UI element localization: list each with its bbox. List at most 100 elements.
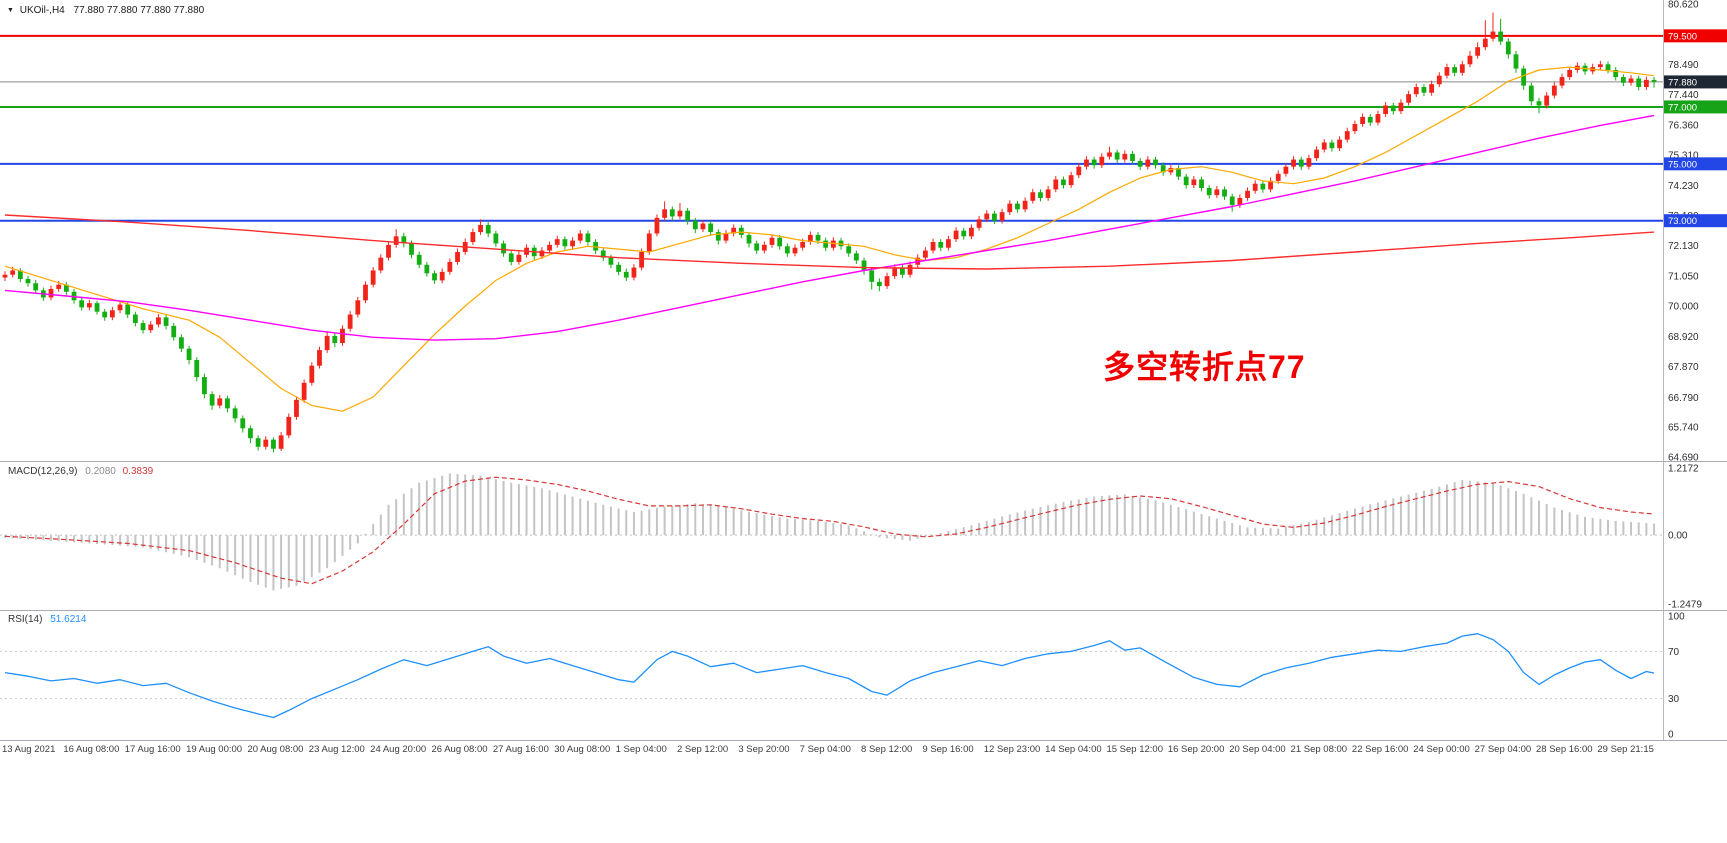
- time-axis-label: 29 Sep 21:15: [1597, 744, 1654, 755]
- candle-body: [1444, 67, 1450, 76]
- rsi-panel-canvas[interactable]: 100 70 30 0: [0, 611, 1727, 739]
- candle-body: [508, 253, 514, 262]
- candle-body: [815, 234, 821, 241]
- candle-body: [1613, 69, 1619, 78]
- candle-body: [109, 310, 115, 318]
- candle-body: [1045, 189, 1051, 198]
- candle-body: [271, 439, 276, 449]
- price-tag-label: 73.000: [1668, 216, 1697, 227]
- candle-body: [853, 253, 859, 261]
- time-axis-label: 1 Sep 04:00: [615, 744, 667, 755]
- candle-body: [1482, 38, 1488, 48]
- candle-body: [1068, 175, 1074, 186]
- candle-body: [1283, 166, 1289, 174]
- candle-body: [600, 250, 606, 258]
- candle-body: [1145, 159, 1151, 167]
- macd-label-name: MACD(12,26,9): [8, 466, 78, 477]
- candle-body: [171, 325, 177, 338]
- candle-body: [961, 230, 967, 237]
- candle-body: [1091, 159, 1097, 166]
- candle-body: [1214, 189, 1220, 196]
- candle-body: [861, 260, 867, 271]
- candle-body: [654, 217, 660, 234]
- candle-body: [1329, 142, 1335, 149]
- candle-body: [1084, 159, 1089, 167]
- candle-body: [401, 236, 407, 244]
- price-axis-divider[interactable]: [1663, 0, 1664, 741]
- rsi-tick-label: 30: [1668, 694, 1680, 705]
- ma-slow-red-line: [4, 214, 1655, 270]
- panel-separator[interactable]: [0, 461, 1727, 462]
- candle-body: [2, 274, 8, 278]
- time-axis-label: 3 Sep 20:00: [738, 744, 790, 755]
- candle-body: [33, 283, 39, 291]
- rsi-tick-label: 100: [1668, 612, 1685, 623]
- candle-body: [1628, 78, 1634, 83]
- candle-body: [723, 233, 729, 241]
- price-chart-canvas[interactable]: 80.62079.56078.49077.44076.36075.31074.2…: [0, 0, 1727, 461]
- candle-body: [792, 247, 798, 254]
- candle-body: [1398, 102, 1404, 112]
- panel-separator[interactable]: [0, 610, 1727, 611]
- candle-body: [455, 251, 460, 262]
- time-axis[interactable]: 13 Aug 2021 16 Aug 08:00 17 Aug 16:00 19 Au…: [0, 742, 1727, 762]
- candle-body: [1260, 183, 1266, 190]
- candle-body: [899, 267, 905, 275]
- candle-body: [1053, 179, 1059, 190]
- candle-body: [140, 323, 146, 331]
- candle-body: [79, 300, 85, 308]
- candle-body: [25, 278, 31, 284]
- candle-body: [1030, 192, 1036, 201]
- candle-body: [1467, 55, 1473, 65]
- candle-body: [386, 244, 391, 258]
- candle-body: [547, 244, 552, 251]
- price-tick-label: 66.790: [1668, 393, 1699, 404]
- candle-body: [738, 227, 744, 235]
- time-axis-label: 16 Sep 20:00: [1167, 744, 1225, 755]
- candle-body: [876, 281, 882, 287]
- candle-body: [332, 335, 338, 343]
- candle-body: [884, 276, 890, 287]
- candle-body: [286, 416, 292, 436]
- candle-body: [240, 418, 246, 429]
- candle-body: [761, 244, 767, 251]
- candle-body: [1498, 31, 1504, 42]
- candle-body: [1636, 78, 1642, 88]
- candle-body: [746, 234, 752, 244]
- candle-body: [646, 233, 652, 252]
- rsi-label-name: RSI(14): [8, 614, 43, 625]
- candle-body: [1490, 31, 1496, 39]
- macd-indicator-label: MACD(12,26,9) 0.2080 0.3839: [8, 466, 153, 477]
- time-axis-label: 12 Sep 23:00: [983, 744, 1041, 755]
- price-tag-label: 79.500: [1668, 31, 1697, 42]
- price-tag-label: 77.000: [1668, 102, 1697, 113]
- candle-body: [1559, 77, 1565, 86]
- candle-body: [1521, 68, 1527, 86]
- candle-body: [1122, 153, 1128, 160]
- chart-symbol-header: ▼ UKOil-,H4 77.880 77.880 77.880 77.880: [7, 5, 204, 16]
- candle-body: [999, 212, 1005, 221]
- candle-body: [1475, 47, 1481, 56]
- candle-body: [731, 227, 737, 234]
- rsi-tick-label: 0: [1668, 730, 1674, 740]
- candle-body: [1237, 197, 1243, 206]
- time-axis-label: 24 Aug 20:00: [370, 744, 427, 755]
- candle-body: [255, 438, 261, 447]
- candle-body: [1114, 152, 1120, 160]
- candle-body: [248, 428, 253, 439]
- candle-body: [186, 348, 192, 361]
- macd-panel-canvas[interactable]: 1.2172 0.00 -1.2479: [0, 463, 1727, 609]
- time-axis-label: 22 Sep 16:00: [1351, 744, 1409, 755]
- chart-annotation-text: 多空转折点77: [1103, 349, 1306, 385]
- panel-separator[interactable]: [0, 740, 1727, 741]
- candle-body: [232, 408, 238, 419]
- price-tick-label: 65.740: [1668, 423, 1699, 434]
- candle-body: [777, 237, 783, 247]
- candle-body: [424, 264, 430, 274]
- candle-body: [501, 243, 506, 254]
- candle-body: [447, 261, 453, 272]
- candle-body: [17, 270, 23, 279]
- price-tag: [1664, 157, 1727, 171]
- candle-body: [1099, 156, 1105, 166]
- candle-body: [409, 243, 414, 255]
